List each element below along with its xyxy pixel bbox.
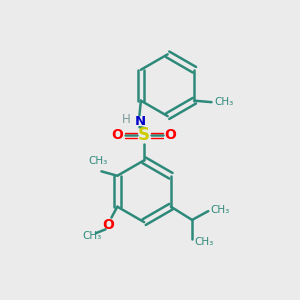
Text: CH₃: CH₃ <box>83 231 102 241</box>
Text: O: O <box>165 128 176 142</box>
Text: O: O <box>112 128 124 142</box>
Text: CH₃: CH₃ <box>211 205 230 214</box>
Text: CH₃: CH₃ <box>214 97 234 107</box>
Text: CH₃: CH₃ <box>88 156 107 166</box>
Text: H: H <box>122 113 130 126</box>
Text: CH₃: CH₃ <box>194 237 214 247</box>
Text: N: N <box>134 115 146 128</box>
Text: O: O <box>103 218 114 232</box>
Text: S: S <box>138 126 150 144</box>
